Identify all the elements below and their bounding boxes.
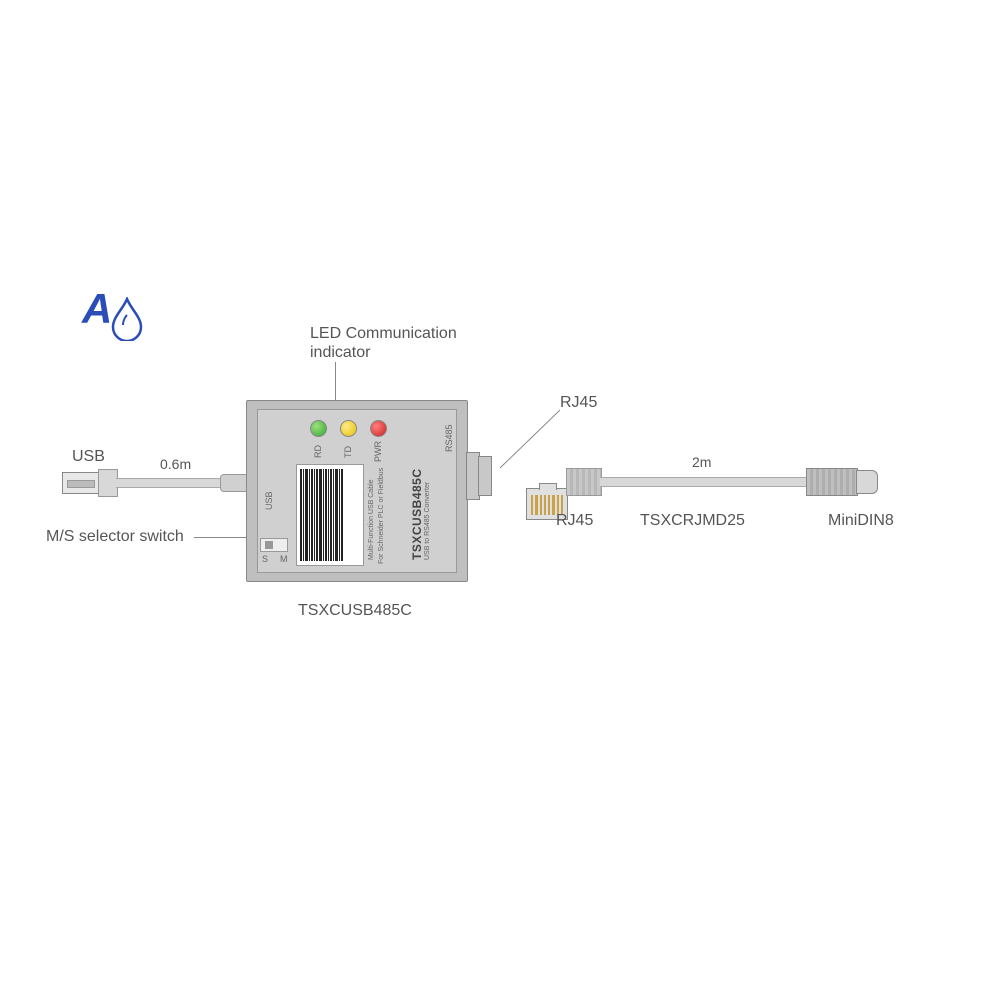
usb-side-label: USB: [264, 491, 274, 510]
led-td-label: TD: [343, 446, 353, 458]
usb-cable: [116, 478, 220, 488]
led-td-icon: [340, 420, 357, 437]
box-title: TSXCUSB485C: [410, 468, 424, 560]
usb-shoulder-icon: [98, 469, 118, 497]
minidin-boot-icon: [806, 468, 858, 496]
led-pwr-label: PWR: [373, 441, 383, 462]
cable-model-label: TSXCRJMD25: [640, 512, 745, 530]
side-port-icon: [478, 456, 492, 496]
box-subtitle: USB to RS485 Converter: [424, 482, 431, 560]
led-callout-label: LED Communication indicator: [310, 324, 457, 362]
led-rd-label: RD: [313, 445, 323, 458]
usb-label: USB: [72, 448, 105, 466]
led-pwr-icon: [370, 420, 387, 437]
minidin-label: MiniDIN8: [828, 512, 894, 530]
converter-box: RD TD PWR USB RS485 Multi-Function USB C…: [246, 400, 468, 582]
rj-length-label: 2m: [692, 454, 711, 470]
box-model-label: TSXCUSB485C: [298, 602, 412, 620]
rj-cable: [600, 477, 806, 487]
rs485-side-label: RS485: [444, 424, 454, 452]
rj45-boot-icon: [566, 468, 602, 496]
rj45-below-label: RJ45: [556, 512, 593, 530]
desc1: Multi-Function USB Cable: [368, 479, 375, 560]
ms-m: M: [280, 554, 288, 564]
ms-s: S: [262, 554, 268, 564]
callout-line: [498, 408, 562, 470]
ms-switch-icon: [260, 538, 288, 552]
drop-icon: [109, 297, 145, 341]
usb-length-label: 0.6m: [160, 456, 191, 472]
callout-line: [194, 537, 246, 538]
logo-letter: A: [82, 285, 112, 332]
converter-inner: RD TD PWR USB RS485 Multi-Function USB C…: [257, 409, 457, 573]
logo: A: [82, 288, 145, 341]
minidin-tip-icon: [856, 470, 878, 494]
led-rd-icon: [310, 420, 327, 437]
barcode-icon: [296, 464, 364, 566]
ms-label: M/S selector switch: [46, 528, 184, 546]
rj45-top-label: RJ45: [560, 394, 597, 412]
usb-plug-icon: [62, 472, 100, 494]
desc2: For Schneider PLC or Fieldbus: [378, 468, 385, 564]
